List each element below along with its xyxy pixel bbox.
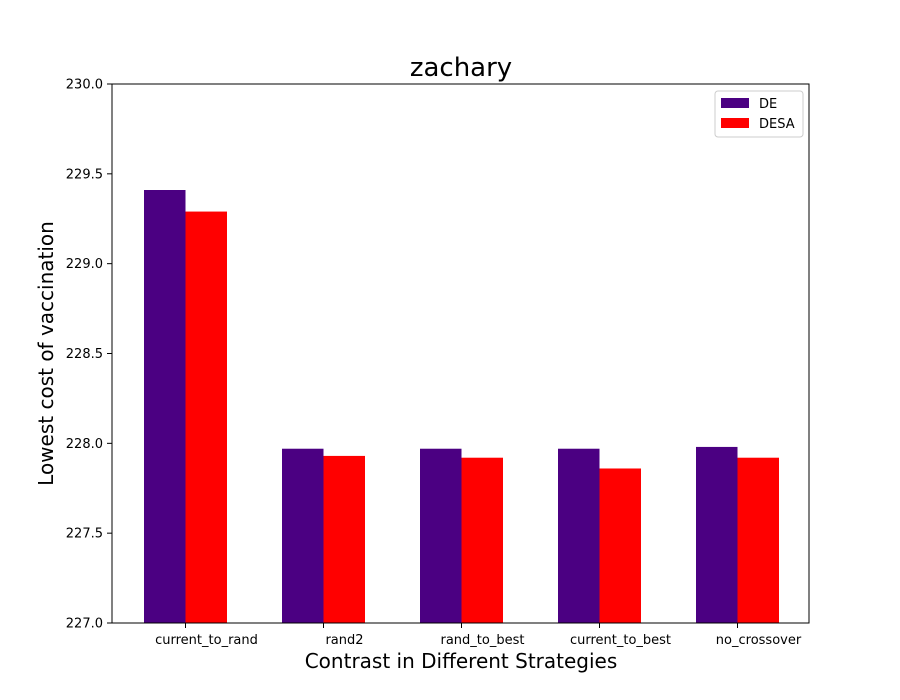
bars-group: [144, 190, 779, 623]
y-tick-label: 227.5: [66, 527, 103, 542]
x-axis-label: Contrast in Different Strategies: [305, 649, 618, 673]
y-tick-label: 227.0: [66, 617, 103, 632]
y-tick-label: 228.5: [66, 347, 103, 362]
legend: DE DESA: [714, 90, 804, 138]
bar-desa-no_crossover: [737, 457, 779, 623]
bar-desa-current_to_best: [599, 468, 641, 623]
y-tick-label: 228.0: [66, 437, 103, 452]
y-tick-label: 230.0: [66, 78, 103, 93]
y-axis-label: Lowest cost of vaccination: [34, 221, 58, 486]
y-axis: 227.0 227.5 228.0 228.5 229.0 229.5 230.0: [66, 78, 112, 632]
bar-de-rand_to_best: [420, 448, 462, 623]
legend-label-de: DE: [759, 97, 777, 112]
legend-label-desa: DESA: [759, 117, 795, 132]
x-axis: current_to_rand rand2 rand_to_best current_…: [155, 623, 802, 648]
legend-swatch-desa: [721, 118, 749, 128]
x-tick-label: rand2: [325, 633, 363, 648]
bar-desa-current_to_rand: [185, 211, 227, 623]
x-tick-label: current_to_best: [570, 633, 671, 648]
bar-de-current_to_rand: [144, 190, 186, 623]
legend-swatch-de: [721, 98, 749, 108]
y-tick-label: 229.5: [66, 167, 103, 182]
bar-de-no_crossover: [696, 446, 738, 623]
chart-title: zachary: [410, 53, 512, 83]
bar-de-rand2: [282, 448, 324, 623]
x-tick-label: rand_to_best: [441, 633, 525, 648]
x-tick-label: no_crossover: [716, 633, 802, 648]
y-tick-label: 229.0: [66, 257, 103, 272]
bar-de-current_to_best: [558, 448, 600, 623]
bar-desa-rand_to_best: [461, 457, 503, 623]
plot-frame: [111, 83, 810, 624]
x-tick-label: current_to_rand: [155, 633, 258, 648]
bar-desa-rand2: [323, 455, 365, 623]
